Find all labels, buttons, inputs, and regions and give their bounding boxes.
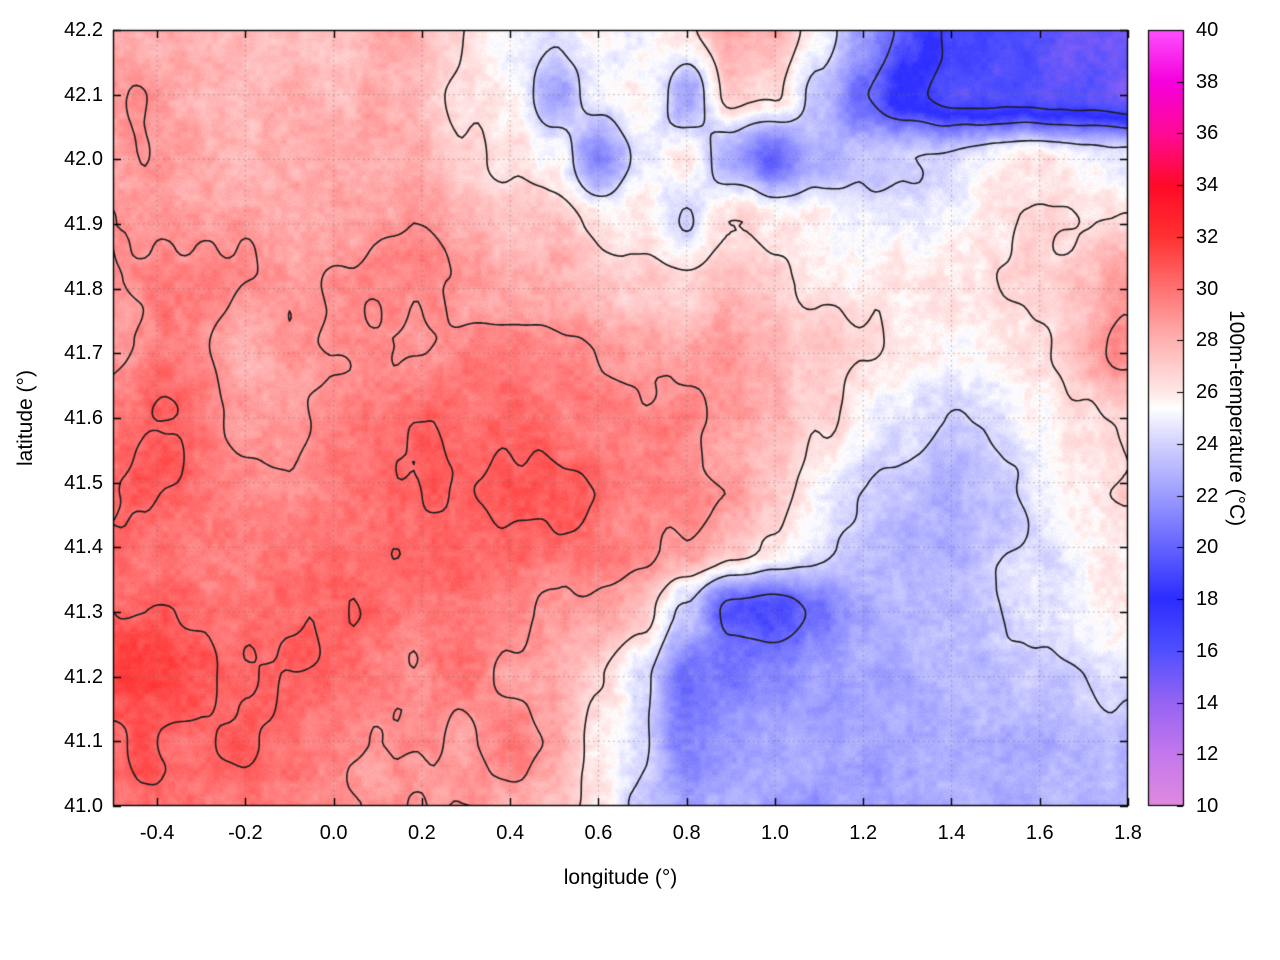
x-tick-label: 1.6 xyxy=(1025,822,1054,844)
colorbar-tick-label: 14 xyxy=(1196,691,1219,714)
y-tick-label: 42.0 xyxy=(64,148,103,171)
y-tick-label: 41.8 xyxy=(64,277,103,300)
colorbar-tick-label: 18 xyxy=(1196,588,1219,611)
x-tick-label: 0.0 xyxy=(319,822,348,844)
x-tick-label: 1.2 xyxy=(849,822,878,844)
y-tick-label: 41.0 xyxy=(64,795,103,817)
y-tick-label: 41.5 xyxy=(64,471,103,494)
colorbar-tick-label: 12 xyxy=(1196,743,1219,766)
y-tick-label: 41.4 xyxy=(64,536,103,559)
x-tick-label: 1.0 xyxy=(761,822,789,844)
y-tick-label: 41.6 xyxy=(64,407,103,429)
colorbar-tick-label: 16 xyxy=(1196,639,1219,662)
colorbar-tick-label: 32 xyxy=(1196,225,1219,248)
x-tick-label: -0.2 xyxy=(228,822,263,844)
colorbar-tick-label: 22 xyxy=(1196,484,1219,507)
x-tick-label: 1.8 xyxy=(1114,822,1142,844)
x-tick-label: 0.4 xyxy=(496,822,525,844)
colorbar-tick-label: 28 xyxy=(1196,329,1219,352)
colorbar-tick-label: 20 xyxy=(1196,536,1219,559)
colorbar-tick-label: 30 xyxy=(1196,277,1219,300)
x-tick-label: 1.4 xyxy=(937,822,966,844)
colorbar-tick-label: 10 xyxy=(1196,795,1219,817)
y-tick-label: 42.1 xyxy=(64,83,103,106)
colorbar-tick-label: 38 xyxy=(1196,70,1219,93)
colorbar-label: 100m-temperature (°C) xyxy=(1225,309,1248,527)
x-axis-label: longitude (°) xyxy=(563,866,678,889)
y-tick-label: 41.9 xyxy=(64,213,103,235)
colorbar-tick-label: 36 xyxy=(1196,122,1219,145)
colorbar-tick-label: 40 xyxy=(1196,19,1219,41)
colorbar-tick-label: 24 xyxy=(1196,432,1219,455)
x-tick-label: 0.8 xyxy=(672,822,701,844)
y-tick-label: 41.7 xyxy=(64,342,103,365)
colorbar-tick-label: 34 xyxy=(1196,174,1219,197)
x-tick-label: -0.4 xyxy=(139,822,175,844)
y-tick-label: 42.2 xyxy=(64,19,103,41)
x-tick-label: 0.6 xyxy=(584,822,613,844)
x-tick-label: 0.2 xyxy=(408,822,436,844)
y-tick-label: 41.1 xyxy=(64,730,103,753)
colorbar-tick-label: 26 xyxy=(1196,381,1219,404)
y-tick-label: 41.2 xyxy=(64,665,103,688)
y-tick-label: 41.3 xyxy=(64,601,103,623)
